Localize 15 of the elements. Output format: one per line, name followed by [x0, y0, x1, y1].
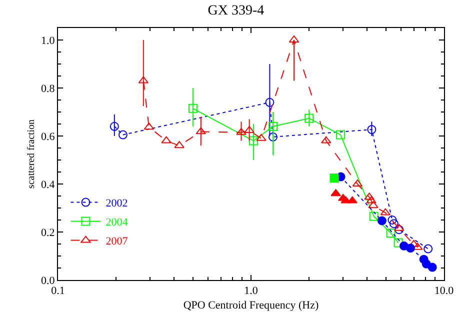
- y-tick-label: 0.2: [41, 226, 55, 239]
- y-tick-label: 0.8: [41, 82, 56, 95]
- chart-title: GX 339-4: [208, 4, 264, 19]
- x-axis-title: QPO Centroid Frequency (Hz): [183, 299, 319, 312]
- x-tick-label: 0.1: [51, 285, 65, 298]
- y-tick-label: 1.0: [41, 34, 56, 47]
- y-tick-label: 0.4: [41, 178, 56, 191]
- legend-label: 2007: [106, 236, 128, 248]
- y-axis-title: scattered fraction: [26, 119, 38, 189]
- x-tick-label: 10.0: [434, 285, 454, 298]
- x-tick-label: 1.0: [244, 285, 258, 298]
- legend-label: 2002: [106, 198, 128, 210]
- y-tick-label: 0.0: [41, 274, 56, 287]
- legend-label: 2004: [106, 216, 128, 229]
- y-tick-label: 0.6: [41, 130, 56, 143]
